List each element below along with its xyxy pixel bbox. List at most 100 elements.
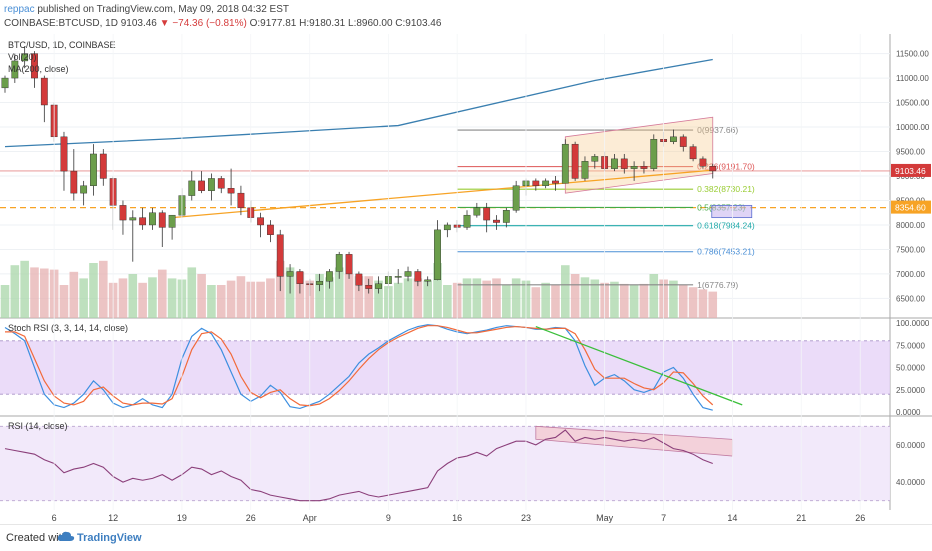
candle-body: [689, 146, 697, 160]
x-tick-label: 21: [796, 513, 806, 523]
x-tick-label: 23: [521, 513, 531, 523]
volume-bar: [561, 265, 570, 318]
level-tag: [891, 200, 931, 214]
symbol-label: COINBASE:BTCUSD, 1D: [4, 18, 118, 29]
candle-body: [325, 271, 333, 282]
candle-body: [620, 158, 628, 169]
volume-bar: [570, 274, 580, 318]
last-price-tag-label: 9103.46: [895, 166, 926, 176]
candle-body: [404, 271, 412, 277]
stoch-k-line: [4, 324, 713, 411]
candle-body: [394, 276, 402, 278]
x-tick-label: 19: [177, 513, 187, 523]
candle-body: [670, 136, 677, 142]
tradingview-brand[interactable]: TradingView: [77, 532, 142, 544]
volume-bar: [197, 274, 206, 318]
candle-body: [552, 180, 559, 184]
volume-bar: [216, 285, 226, 318]
trend-line: [172, 169, 713, 219]
x-tick-label: 12: [108, 513, 118, 523]
price-tick-label: 6500.00: [896, 294, 925, 303]
published-text: published on TradingView.com, May 09, 20…: [37, 4, 289, 15]
volume-bar: [187, 267, 197, 318]
publisher-line: reppac published on TradingView.com, May…: [4, 4, 289, 15]
stoch-band: [0, 340, 890, 395]
chart-header: reppac published on TradingView.com, May…: [0, 0, 932, 34]
candle-body: [90, 153, 97, 186]
volume-bar: [138, 282, 147, 318]
volume-legend: Vol(20): [8, 52, 37, 62]
stoch-tick-label: 100.0000: [896, 319, 930, 328]
price-tick-label: 11000.00: [896, 74, 929, 83]
volume-bar: [354, 276, 364, 318]
candle-body: [31, 53, 38, 79]
fib-level-label: 0.382(8730.21): [697, 184, 755, 194]
target-box: [711, 204, 753, 219]
candle-body: [227, 188, 235, 194]
fib-level-label: 0.236(9191.70): [697, 162, 755, 172]
volume-bar: [30, 267, 39, 318]
candle-body: [502, 210, 510, 223]
volume-bar: [649, 274, 659, 318]
candle-body: [365, 284, 373, 289]
candle-body: [699, 158, 707, 167]
candle-body: [188, 180, 196, 196]
candle-body: [434, 229, 441, 281]
volume-bar: [698, 289, 708, 318]
volume-bar: [79, 278, 88, 318]
volume-bar: [256, 281, 265, 318]
candle-body: [611, 158, 618, 169]
candle-body: [21, 53, 29, 62]
candle-body: [217, 178, 225, 189]
volume-bar: [236, 276, 246, 318]
volume-bar: [40, 268, 49, 318]
volume-bar: [295, 271, 305, 318]
fib-level-label: 0.618(7984.24): [697, 221, 755, 231]
volume-bar: [708, 291, 718, 318]
candle-body: [119, 205, 127, 221]
rsi-legend: RSI (14, close): [8, 421, 68, 431]
price-tick-label: 7500.00: [896, 245, 925, 254]
price-tick-label: 7000.00: [896, 270, 925, 279]
candle-body: [561, 143, 569, 184]
volume-bar: [334, 267, 344, 318]
x-tick-label: May: [596, 513, 614, 523]
candle-body: [375, 283, 382, 289]
candle-body: [60, 136, 68, 172]
candle-body: [335, 254, 343, 272]
price-tick-label: 10500.00: [896, 99, 930, 108]
candle-body: [158, 212, 166, 228]
volume-bar: [69, 271, 79, 318]
volume-bar: [669, 280, 678, 318]
ma200-line: [4, 58, 713, 148]
volume-bar: [511, 278, 521, 318]
candle-body: [463, 214, 471, 228]
candle-body: [581, 161, 589, 179]
rsi-tick-label: 60.0000: [896, 441, 925, 450]
candle-body: [276, 234, 284, 277]
ma-legend: MA(200, close): [8, 64, 69, 74]
tradingview-cloud-icon: [57, 531, 75, 541]
chart-canvas[interactable]: 6500.007000.007500.008000.008500.009000.…: [0, 34, 932, 524]
rsi-tick-label: 40.0000: [896, 478, 925, 487]
x-tick-label: 26: [246, 513, 256, 523]
stoch-tick-label: 0.0000: [896, 408, 921, 417]
volume-bar: [393, 282, 403, 318]
candle-body: [345, 254, 353, 275]
candle-body: [650, 139, 658, 169]
volume-bar: [610, 281, 619, 318]
candle-body: [80, 185, 88, 194]
x-tick-label: 6: [52, 513, 57, 523]
candle-body: [512, 185, 520, 211]
last-price-tag: [891, 163, 931, 177]
x-tick-label: 7: [661, 513, 666, 523]
author-link[interactable]: reppac: [4, 4, 35, 15]
volume-bar: [413, 278, 423, 318]
volume-bar: [531, 287, 541, 318]
volume-bar: [472, 278, 482, 318]
price-tick-label: 9500.00: [896, 148, 925, 157]
volume-bar: [118, 278, 128, 318]
volume-bar: [99, 260, 108, 318]
fib-level-label: 0(9937.66): [697, 125, 738, 135]
volume-bar: [226, 280, 236, 318]
